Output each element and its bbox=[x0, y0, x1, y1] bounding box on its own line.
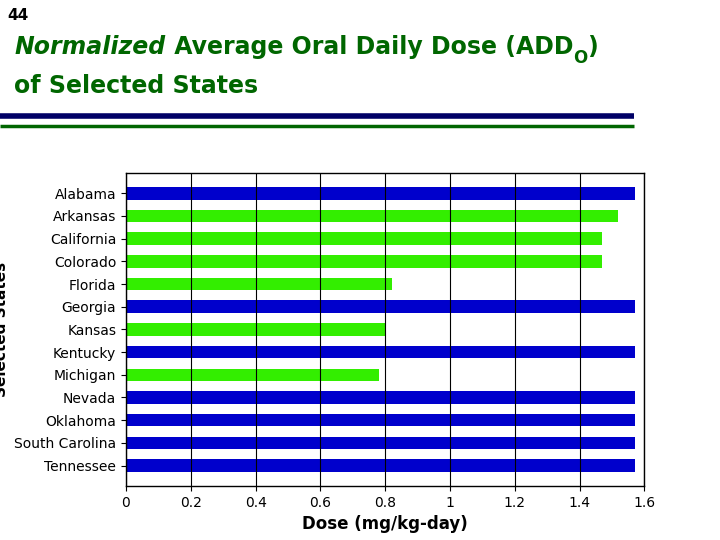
Bar bbox=[126, 391, 635, 404]
Text: O: O bbox=[573, 49, 588, 66]
Text: ): ) bbox=[588, 35, 598, 59]
X-axis label: Dose (mg/kg-day): Dose (mg/kg-day) bbox=[302, 515, 468, 534]
Bar bbox=[126, 460, 635, 472]
Text: Average Oral Daily Dose (ADD: Average Oral Daily Dose (ADD bbox=[166, 35, 573, 59]
Bar bbox=[126, 368, 379, 381]
Text: 44: 44 bbox=[7, 8, 29, 23]
Bar bbox=[126, 255, 602, 268]
Bar bbox=[126, 323, 385, 336]
Bar bbox=[126, 346, 635, 359]
Bar bbox=[126, 278, 392, 291]
Bar bbox=[126, 210, 618, 222]
Bar bbox=[126, 300, 635, 313]
Text: of Selected States: of Selected States bbox=[14, 74, 258, 98]
Bar bbox=[126, 437, 635, 449]
Bar bbox=[126, 187, 635, 199]
Bar bbox=[126, 414, 635, 427]
Y-axis label: Selected States: Selected States bbox=[0, 262, 9, 397]
Bar bbox=[126, 232, 602, 245]
Text: Normalized: Normalized bbox=[14, 35, 166, 59]
